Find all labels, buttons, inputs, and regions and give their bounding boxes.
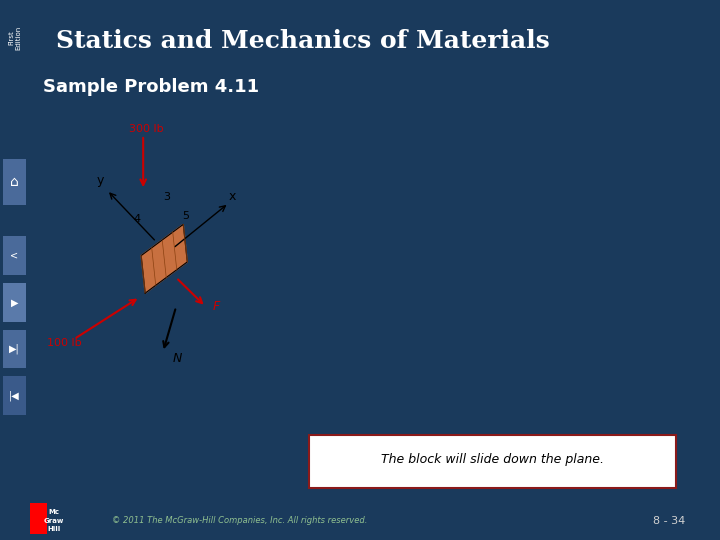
Text: N: N <box>173 352 182 365</box>
Text: Sample Problem 4.11: Sample Problem 4.11 <box>42 78 258 96</box>
Bar <box>3 159 26 205</box>
Bar <box>3 283 26 322</box>
Bar <box>3 329 26 368</box>
Text: Graw: Graw <box>44 517 64 524</box>
Text: Hill: Hill <box>48 526 60 532</box>
Polygon shape <box>141 224 187 293</box>
Text: 5: 5 <box>183 211 189 221</box>
Text: The block will slide down the plane.: The block will slide down the plane. <box>381 453 604 466</box>
FancyBboxPatch shape <box>309 435 676 488</box>
Text: Statics and Mechanics of Materials: Statics and Mechanics of Materials <box>56 29 550 52</box>
Text: F: F <box>212 300 220 313</box>
Text: 300 lb: 300 lb <box>129 124 163 134</box>
Text: 8 - 34: 8 - 34 <box>653 516 685 525</box>
Bar <box>3 376 26 415</box>
Text: 3: 3 <box>163 192 170 202</box>
Text: |◀: |◀ <box>9 390 19 401</box>
Text: <: < <box>10 251 19 261</box>
Text: ▶|: ▶| <box>9 344 19 354</box>
Text: ⌂: ⌂ <box>10 175 19 189</box>
Text: x: x <box>228 190 235 203</box>
Text: © 2011 The McGraw-Hill Companies, Inc. All rights reserved.: © 2011 The McGraw-Hill Companies, Inc. A… <box>112 516 367 525</box>
Text: 100 lb: 100 lb <box>47 338 81 348</box>
Bar <box>30 503 48 534</box>
Text: ▶: ▶ <box>11 298 18 307</box>
Text: First
Edition: First Edition <box>8 26 21 50</box>
Text: y: y <box>96 173 104 187</box>
Text: 4: 4 <box>133 214 140 225</box>
Text: Mc: Mc <box>48 509 60 515</box>
Bar <box>3 237 26 275</box>
